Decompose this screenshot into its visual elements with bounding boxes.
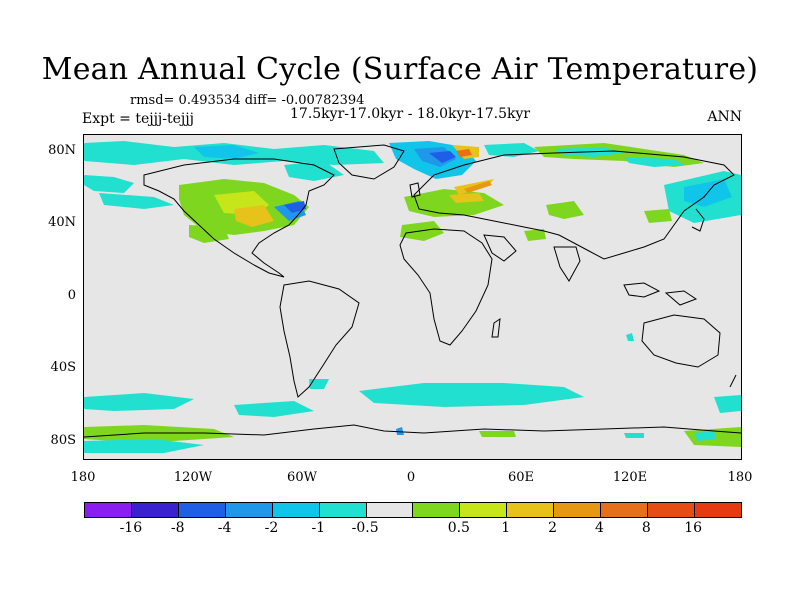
- colorbar-label: -0.5: [351, 520, 379, 536]
- colorbar-swatch: [225, 503, 273, 517]
- colorbar-label: -16: [119, 520, 143, 536]
- colorbar-swatch: [413, 503, 461, 517]
- colorbar-swatch: [554, 503, 602, 517]
- anomaly-shading: [84, 141, 741, 453]
- lat-tick-40s: 40S: [50, 360, 76, 375]
- colorbar-label: -1: [311, 520, 326, 536]
- stats-line: rmsd= 0.493534 diff= -0.00782394: [130, 93, 365, 108]
- colorbar-label: 2: [548, 520, 558, 536]
- map-canvas: [84, 141, 741, 453]
- colorbar-swatch: [601, 503, 649, 517]
- colorbar-swatch: [178, 503, 226, 517]
- colorbar-swatch: [648, 503, 695, 517]
- lon-tick-180w: 180: [70, 470, 96, 485]
- colorbar-swatch: [85, 503, 132, 517]
- lon-tick-120e: 120E: [612, 470, 648, 485]
- colorbar-label: 1: [501, 520, 511, 536]
- plot-title: Mean Annual Cycle (Surface Air Temperatu…: [41, 52, 759, 87]
- colorbar-label: -8: [170, 520, 185, 536]
- experiment-label: Expt = tejjj-tejjj: [82, 111, 194, 127]
- colorbar: [84, 502, 742, 518]
- lon-tick-0: 0: [406, 470, 416, 485]
- lat-tick-80n: 80N: [48, 143, 76, 158]
- colorbar-label: 8: [641, 520, 651, 536]
- map-panel: [83, 134, 742, 460]
- colorbar-swatch: [272, 503, 320, 517]
- colorbar-swatch: [460, 503, 508, 517]
- colorbar-swatch: [319, 503, 367, 517]
- lat-tick-80s: 80S: [50, 433, 76, 448]
- colorbar-swatch: [366, 503, 414, 517]
- colorbar-label: 16: [684, 520, 703, 536]
- colorbar-swatch: [694, 503, 741, 517]
- season-label: ANN: [707, 109, 742, 125]
- lon-tick-180e: 180: [727, 470, 753, 485]
- colorbar-swatch: [507, 503, 555, 517]
- colorbar-label: -2: [264, 520, 279, 536]
- colorbar-label: -4: [217, 520, 232, 536]
- lon-tick-60w: 60W: [287, 470, 317, 485]
- lon-tick-60e: 60E: [507, 470, 535, 485]
- lon-tick-120w: 120W: [173, 470, 213, 485]
- colorbar-label: 4: [594, 520, 604, 536]
- colorbar-label: 0.5: [447, 520, 470, 536]
- period-label: 17.5kyr-17.0kyr - 18.0kyr-17.5kyr: [290, 106, 531, 122]
- lat-tick-0: 0: [67, 288, 76, 303]
- lat-tick-40n: 40N: [48, 215, 76, 230]
- coastlines: [84, 144, 741, 438]
- colorbar-swatch: [131, 503, 179, 517]
